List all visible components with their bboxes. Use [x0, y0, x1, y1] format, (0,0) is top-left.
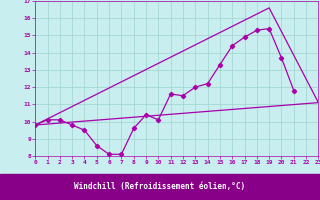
- Text: Windchill (Refroidissement éolien,°C): Windchill (Refroidissement éolien,°C): [75, 182, 245, 192]
